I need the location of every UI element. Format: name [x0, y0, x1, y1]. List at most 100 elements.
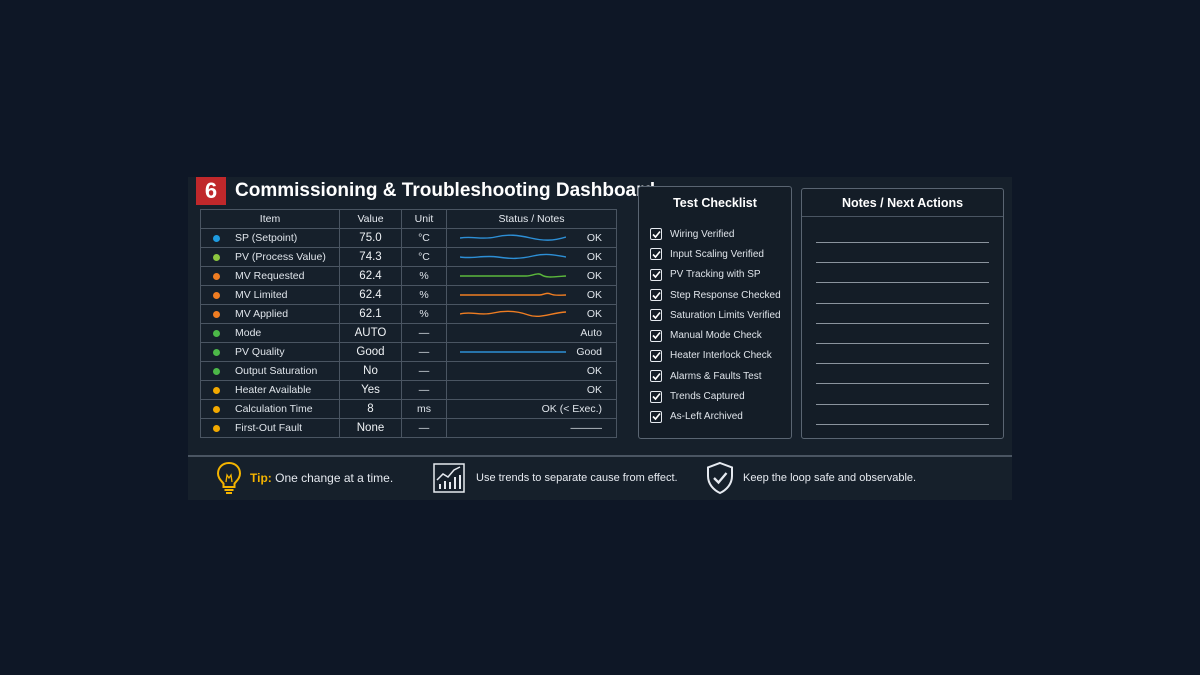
row-item-label: Heater Available [235, 384, 312, 396]
checklist-item[interactable]: As-Left Archived [650, 407, 781, 427]
checklist-item[interactable]: Input Scaling Verified [650, 244, 781, 264]
table-row: PV (Process Value) 74.3 °C OK [200, 247, 617, 267]
row-status-label: OK [586, 308, 602, 320]
row-status: OK [446, 228, 617, 248]
row-unit: ms [401, 399, 447, 419]
checkbox-checked-icon[interactable] [650, 268, 662, 281]
checklist-item[interactable]: Step Response Checked [650, 285, 781, 305]
table-row: Output Saturation No — OK [200, 361, 617, 381]
table-row: MV Requested 62.4% OK [200, 266, 617, 286]
checkbox-checked-icon[interactable] [650, 248, 662, 261]
tip-text: Tip: One change at a time. [250, 471, 393, 485]
checklist-item[interactable]: Alarms & Faults Test [650, 366, 781, 386]
trend-sparkline [460, 270, 566, 282]
notes-rule-line[interactable] [816, 302, 989, 304]
notes-rule-line[interactable] [816, 282, 989, 284]
status-dot-icon [213, 235, 220, 242]
row-item: PV Quality [200, 342, 340, 362]
checklist-item[interactable]: Trends Captured [650, 386, 781, 406]
checklist-item-label: As-Left Archived [670, 411, 743, 423]
checkbox-checked-icon[interactable] [650, 329, 662, 342]
table-row: Heater Available Yes — OK [200, 380, 617, 400]
row-item-label: Calculation Time [235, 403, 313, 415]
checkbox-checked-icon[interactable] [650, 410, 662, 423]
trend-sparkline [460, 289, 566, 301]
row-value: 62.4 [339, 266, 402, 286]
notes-rule-line[interactable] [816, 423, 989, 425]
checkbox-checked-icon[interactable] [650, 309, 662, 322]
column-header-status: Status / Notes [446, 209, 617, 229]
test-checklist-panel: Test Checklist Wiring Verified Input Scal… [638, 186, 792, 439]
checklist-item-label: Alarms & Faults Test [670, 370, 762, 382]
notes-rule-line[interactable] [816, 383, 989, 385]
row-status-label: OK (< Exec.) [541, 403, 602, 415]
status-dot-icon [213, 254, 220, 261]
row-item-label: Mode [235, 327, 262, 339]
checklist: Wiring Verified Input Scaling Verified PV … [650, 224, 781, 427]
status-dot-icon [213, 387, 220, 394]
status-table: Item Value Unit Status / Notes SP (Setpo… [200, 209, 617, 438]
row-item-label: MV Applied [235, 308, 289, 320]
notes-rule-line[interactable] [816, 262, 989, 264]
table-row: SP (Setpoint) 75.0 °C OK [200, 228, 617, 248]
notes-rule-line[interactable] [816, 363, 989, 365]
notes-divider [802, 216, 1003, 217]
row-unit: — [401, 323, 447, 343]
row-item: MV Requested [200, 266, 340, 286]
row-status: Good [446, 342, 617, 362]
checklist-item[interactable]: Manual Mode Check [650, 325, 781, 345]
row-item: SP (Setpoint) [200, 228, 340, 248]
row-value: 75.0 [339, 228, 402, 248]
row-status: OK [446, 380, 617, 400]
notes-title: Notes / Next Actions [841, 196, 964, 210]
checkbox-checked-icon[interactable] [650, 289, 662, 302]
status-dot-icon [213, 406, 220, 413]
table-header-row: Item Value Unit Status / Notes [200, 209, 617, 229]
row-status-label: OK [586, 232, 602, 244]
checkbox-checked-icon[interactable] [650, 390, 662, 403]
checklist-item[interactable]: Heater Interlock Check [650, 346, 781, 366]
row-status: OK [446, 304, 617, 324]
section-number-badge: 6 [196, 177, 226, 205]
trend-tip-text: Use trends to separate cause from effect… [476, 472, 678, 484]
status-dot-icon [213, 311, 220, 318]
status-dot-icon [213, 330, 220, 337]
table-row: MV Applied 62.1% OK [200, 304, 617, 324]
notes-rule-line[interactable] [816, 322, 989, 324]
row-unit: — [401, 380, 447, 400]
checkbox-checked-icon[interactable] [650, 228, 662, 241]
checklist-item-label: Input Scaling Verified [670, 248, 764, 260]
row-value: Good [339, 342, 402, 362]
row-status: ——— [446, 418, 617, 438]
notes-rule-line[interactable] [816, 403, 989, 405]
row-item: First-Out Fault [200, 418, 340, 438]
row-item: Calculation Time [200, 399, 340, 419]
table-row: First-Out Fault None — ——— [200, 418, 617, 438]
row-item-label: MV Requested [235, 270, 305, 282]
row-status-label: Good [576, 346, 602, 358]
row-value: AUTO [339, 323, 402, 343]
column-header-unit: Unit [401, 209, 447, 229]
status-dot-icon [213, 349, 220, 356]
checklist-item[interactable]: PV Tracking with SP [650, 265, 781, 285]
row-item-label: First-Out Fault [235, 422, 303, 434]
table-row: PV Quality Good — Good [200, 342, 617, 362]
row-status: OK [446, 285, 617, 305]
checklist-item-label: Manual Mode Check [670, 330, 762, 342]
checklist-item[interactable]: Wiring Verified [650, 224, 781, 244]
checklist-item[interactable]: Saturation Limits Verified [650, 305, 781, 325]
row-item: Heater Available [200, 380, 340, 400]
checklist-title: Test Checklist [673, 196, 757, 210]
trend-sparkline [460, 346, 566, 358]
trend-sparkline [460, 308, 566, 320]
notes-rule-line[interactable] [816, 242, 989, 243]
checkbox-checked-icon[interactable] [650, 349, 662, 362]
row-unit: — [401, 342, 447, 362]
status-dot-icon [213, 292, 220, 299]
notes-rule-line[interactable] [816, 343, 989, 344]
row-item: Mode [200, 323, 340, 343]
checkbox-checked-icon[interactable] [650, 370, 662, 383]
row-item-label: MV Limited [235, 289, 288, 301]
row-status: Auto [446, 323, 617, 343]
table-row: MV Limited 62.4% OK [200, 285, 617, 305]
